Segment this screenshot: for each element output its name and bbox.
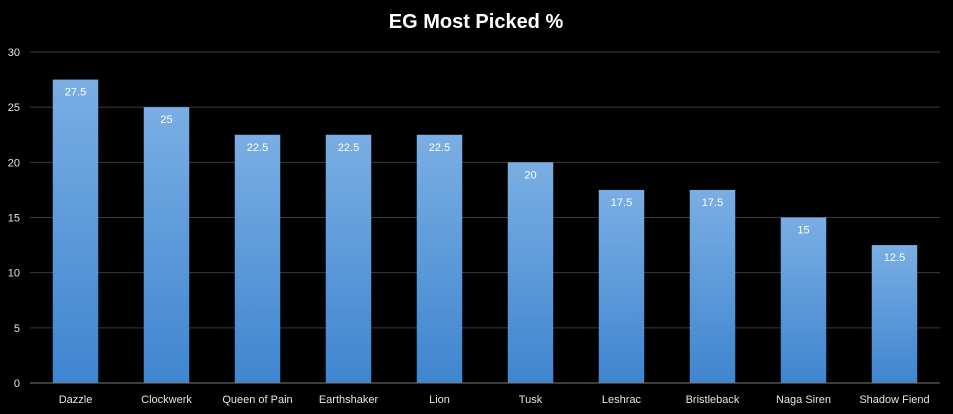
x-tick-label: Naga Siren: [776, 394, 831, 406]
bar: [234, 134, 281, 383]
x-tick-label: Queen of Pain: [222, 394, 292, 406]
data-label: 20: [524, 169, 536, 181]
x-tick-label: Tusk: [519, 394, 543, 406]
bar: [143, 107, 190, 384]
data-label: 17.5: [702, 197, 723, 209]
x-tick-label: Leshrac: [602, 394, 642, 406]
y-tick-label: 15: [8, 213, 20, 225]
data-label: 27.5: [65, 87, 86, 99]
bar: [52, 79, 99, 383]
y-tick-label: 0: [14, 378, 20, 390]
chart-title: EG Most Picked %: [389, 11, 564, 33]
data-label: 15: [797, 225, 809, 237]
x-axis-category-labels: Dazzle Clockwerk Queen of Pain Earthshaker L…: [59, 394, 930, 406]
data-label: 22.5: [247, 142, 268, 154]
bar: [780, 217, 827, 383]
y-tick-label: 25: [8, 102, 20, 114]
bar: [416, 134, 463, 383]
data-label: 17.5: [611, 197, 632, 209]
data-label: 22.5: [429, 142, 450, 154]
x-tick-label: Shadow Fiend: [859, 394, 929, 406]
bar: [507, 162, 554, 383]
data-label: 25: [160, 114, 172, 126]
x-tick-label: Earthshaker: [319, 394, 379, 406]
bars: [52, 79, 918, 384]
bar: [871, 245, 918, 383]
bar: [325, 134, 372, 383]
x-tick-label: Lion: [429, 394, 450, 406]
y-axis-tick-labels: 0 5 10 15 20 25 30: [8, 47, 20, 390]
x-tick-label: Clockwerk: [141, 394, 192, 406]
data-label: 12.5: [884, 252, 905, 264]
bar: [598, 189, 645, 383]
x-tick-label: Dazzle: [59, 394, 93, 406]
data-label: 22.5: [338, 142, 359, 154]
y-tick-label: 30: [8, 47, 20, 59]
y-tick-label: 20: [8, 157, 20, 169]
x-tick-label: Bristleback: [686, 394, 740, 406]
y-tick-label: 5: [14, 323, 20, 335]
y-tick-label: 10: [8, 268, 20, 280]
bar: [689, 189, 736, 383]
data-labels: 27.5 25 22.5 22.5 22.5 20 17.5 17.5 15 12.5: [65, 87, 905, 265]
